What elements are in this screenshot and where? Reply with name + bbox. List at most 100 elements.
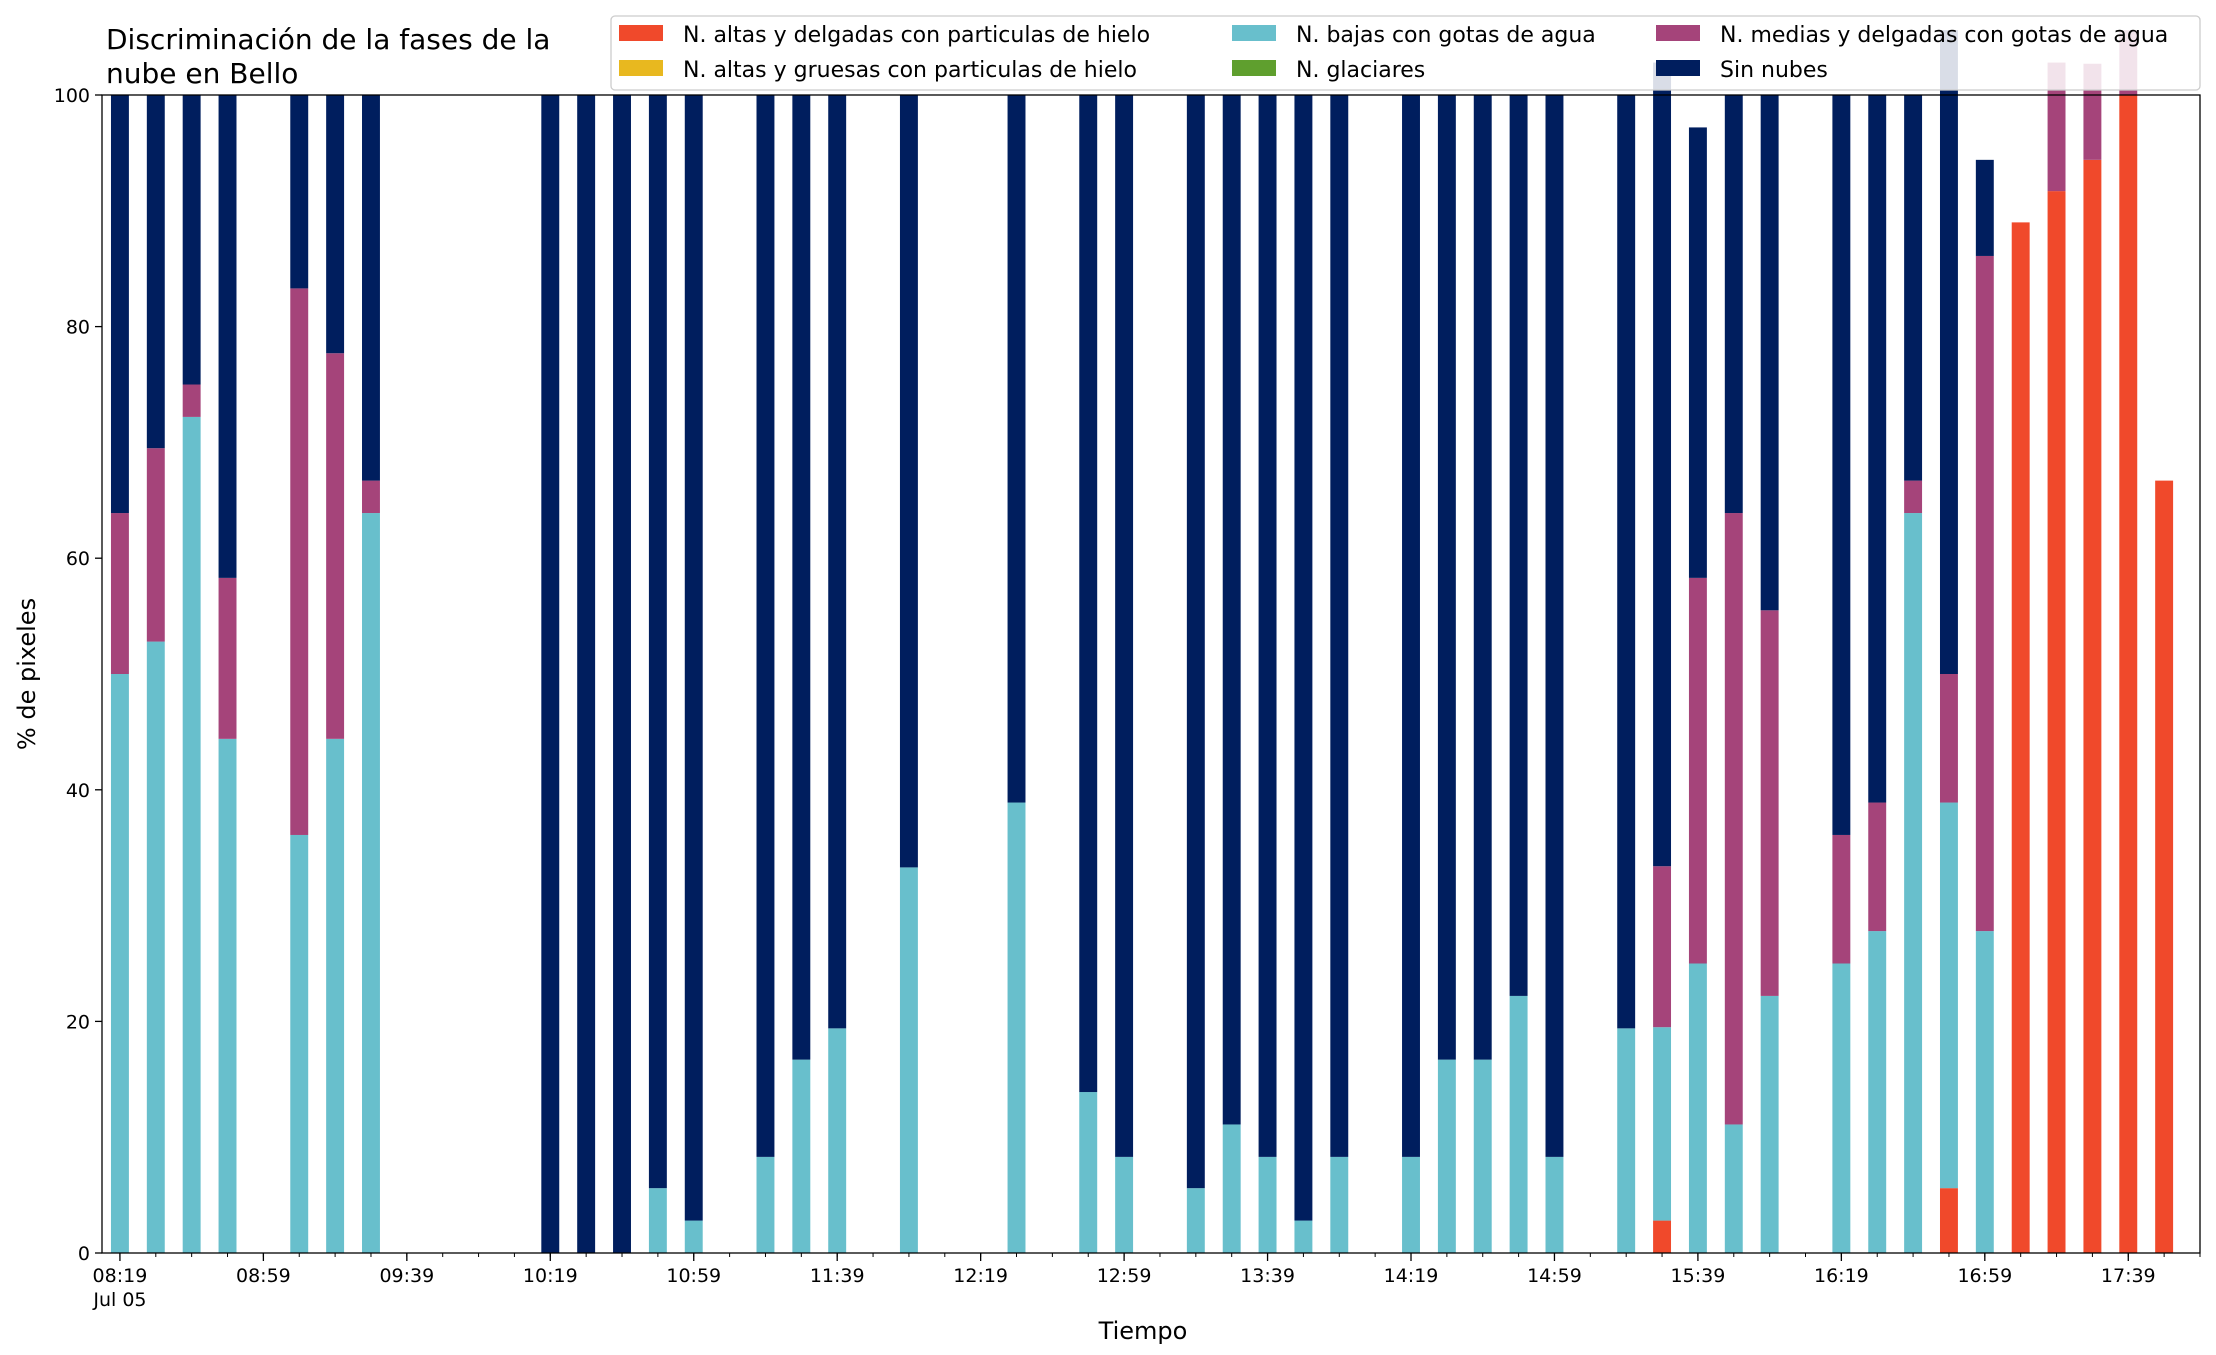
x-tick-label: 15:39 [1671, 1265, 1726, 1287]
legend-swatch [1656, 25, 1700, 41]
bar-segment [1509, 95, 1528, 996]
bar-segment [1688, 963, 1707, 1253]
bar-segment [1617, 95, 1636, 1029]
bar-segment [1939, 674, 1958, 803]
bar-segment [218, 95, 237, 578]
legend-swatch [1232, 25, 1276, 41]
bar-segment [218, 738, 237, 1253]
bar-segment [1186, 1188, 1205, 1253]
bar-segment [182, 384, 201, 417]
bar-segment [1330, 95, 1349, 1157]
x-tick-label: 08:19 [93, 1265, 148, 1287]
bar-segment [110, 513, 129, 674]
x-tick-label: 14:19 [1384, 1265, 1439, 1287]
bar-segment [146, 95, 165, 449]
bar-segment [2119, 95, 2138, 1253]
bar-segment [1115, 95, 1134, 1157]
bar-segment [1509, 995, 1528, 1253]
legend: N. altas y delgadas con particulas de hi… [610, 15, 2201, 91]
bar-segment [1402, 95, 1420, 1157]
x-tick-label: 17:39 [2101, 1265, 2156, 1287]
plot-frame [101, 94, 2201, 1254]
bar-segment [1294, 1220, 1313, 1253]
bar-segment [1975, 255, 1994, 932]
y-axis-label: % de pixeles [13, 598, 41, 750]
bar-segment [684, 95, 703, 1221]
bar-segment [1832, 834, 1851, 964]
bar-segment [1473, 1059, 1492, 1253]
bar-segment [1868, 95, 1887, 803]
bar-segment [1904, 480, 1923, 514]
bar-segment [1939, 30, 1958, 674]
bar-segment [1688, 127, 1707, 578]
bar-segment [2011, 222, 2030, 1253]
legend-entry-label: N. medias y delgadas con gotas de agua [1720, 23, 2168, 48]
y-tick-label: 40 [66, 780, 90, 802]
x-tick-label: 12:19 [953, 1265, 1008, 1287]
bar-segment [1760, 610, 1779, 996]
bars-layer [110, 30, 2174, 1254]
bar-segment [362, 513, 380, 1253]
bar-segment [1904, 95, 1923, 481]
bar-segment [828, 95, 847, 1029]
bar-segment [1258, 1156, 1277, 1253]
legend-swatch [619, 60, 663, 76]
bar-segment [1007, 802, 1026, 1253]
bar-segment [362, 95, 380, 481]
bar-segment [1653, 1220, 1672, 1253]
bar-segment [899, 95, 918, 868]
bar-segment [1115, 1156, 1134, 1253]
x-tick-label: 11:39 [810, 1265, 865, 1287]
bar-segment [1939, 802, 1958, 1189]
bar-segment [290, 834, 309, 1253]
legend-entry-label: N. glaciares [1296, 58, 1425, 83]
y-tick-label: 80 [66, 317, 90, 339]
bar-segment [792, 1059, 811, 1253]
bar-segment [2083, 159, 2102, 1254]
x-tick-label: 09:39 [379, 1265, 434, 1287]
y-tick-label: 60 [66, 548, 90, 570]
bar-segment [1724, 1124, 1743, 1253]
bar-segment [1832, 963, 1851, 1253]
bar-segment [2155, 480, 2174, 1253]
bar-segment [1222, 95, 1241, 1125]
y-tick-label: 0 [78, 1243, 90, 1265]
bar-segment [648, 95, 667, 1189]
bar-segment [1975, 159, 1994, 256]
bar-segment [218, 577, 237, 739]
bar-segment [1653, 866, 1672, 1028]
bar-segment [362, 480, 380, 514]
bar-segment [1868, 931, 1887, 1253]
x-tick-label: 10:19 [523, 1265, 578, 1287]
bar-segment [182, 416, 201, 1253]
bar-segment [613, 95, 631, 1253]
bar-segment [1724, 513, 1743, 1125]
legend-swatch [619, 25, 663, 41]
bar-segment [828, 1028, 847, 1253]
legend-entry-label: N. bajas con gotas de agua [1296, 23, 1596, 48]
legend-swatch [1232, 60, 1276, 76]
bar-segment [146, 448, 165, 642]
x-tick-label: 16:19 [1814, 1265, 1869, 1287]
legend-frame [610, 15, 2201, 91]
legend-entry-label: Sin nubes [1720, 58, 1828, 83]
bar-segment [684, 1220, 703, 1253]
bar-segment [110, 674, 129, 1253]
bar-segment [326, 353, 345, 739]
bar-segment [1653, 62, 1672, 867]
bar-segment [1079, 1092, 1098, 1253]
bar-segment [1939, 1188, 1958, 1253]
x-tick-label: 12:59 [1097, 1265, 1152, 1287]
bar-segment [1724, 95, 1743, 514]
bar-segment [182, 95, 201, 385]
y-tick-label: 20 [66, 1011, 90, 1033]
x-tick-label: 14:59 [1527, 1265, 1582, 1287]
bar-segment [541, 95, 560, 1253]
bar-segment [1473, 95, 1492, 1060]
bar-segment [1330, 1156, 1349, 1253]
x-tick-label: 13:39 [1240, 1265, 1295, 1287]
legend-entry-label: N. altas y delgadas con particulas de hi… [683, 23, 1150, 48]
bar-segment [1545, 1156, 1564, 1253]
bar-segment [756, 1156, 775, 1253]
